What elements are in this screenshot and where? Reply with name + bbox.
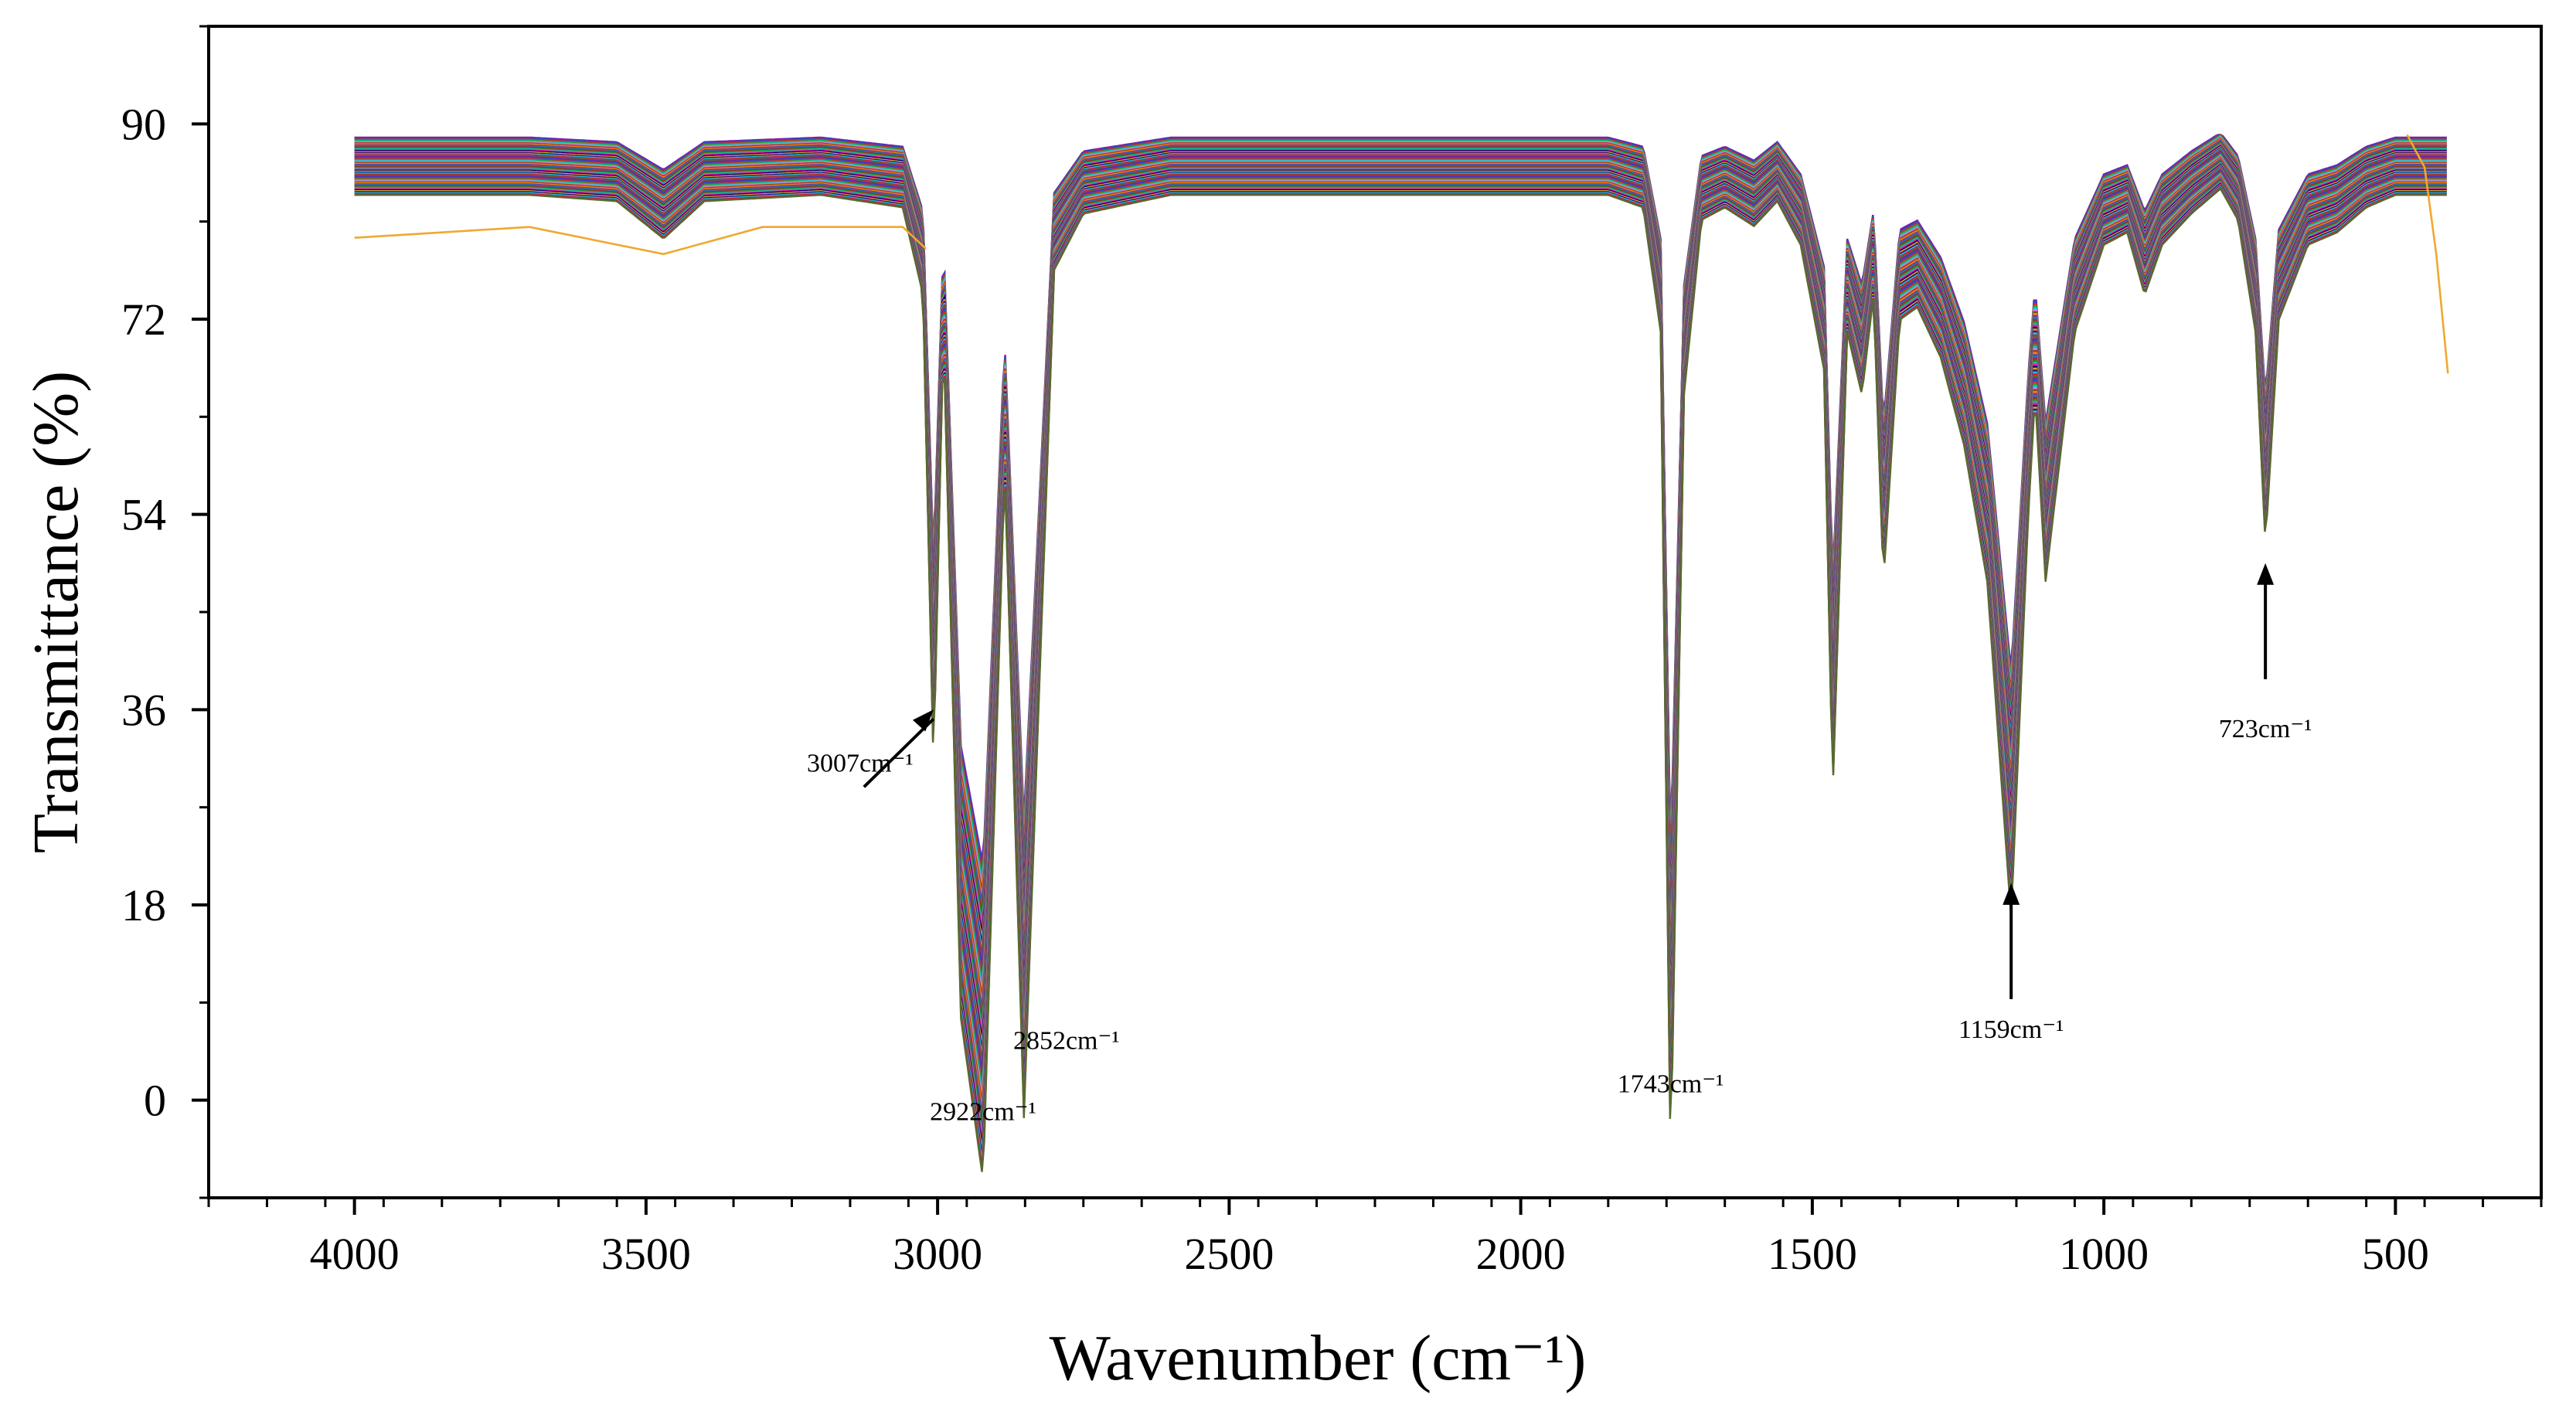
peak-annotation-label: 1743cm⁻¹ [1618, 1070, 1724, 1098]
x-tick-label: 500 [2362, 1229, 2429, 1279]
x-axis-title: Wavenumber (cm⁻¹) [1050, 1322, 1587, 1394]
spectra-group [354, 133, 2449, 1172]
y-axis-title: Transmittance (%) [20, 371, 92, 853]
annotation-arrow-head [912, 709, 934, 732]
annotation-arrow-head [2257, 563, 2275, 585]
x-tick-label: 2500 [1184, 1229, 1274, 1279]
x-axis-ticks: 4000 3500 3000 2500 2000 1500 1000 500 [207, 1198, 2543, 1279]
peak-annotation-label: 2852cm⁻¹ [1013, 1026, 1120, 1055]
outlier-spectrum-line [354, 226, 927, 256]
y-tick-label: 90 [121, 99, 166, 149]
peak-annotation-label: 723cm⁻¹ [2219, 715, 2312, 743]
y-tick-label: 0 [144, 1076, 166, 1126]
y-tick-label: 36 [121, 685, 166, 735]
x-tick-label: 1500 [1768, 1229, 1857, 1279]
outlier-spectrum-tail [2406, 134, 2449, 374]
y-tick-label: 54 [121, 490, 166, 540]
x-tick-label: 3000 [893, 1229, 982, 1279]
spectrum-line [354, 187, 2447, 1172]
annotation-arrows [863, 563, 2275, 999]
x-tick-label: 1000 [2059, 1229, 2149, 1279]
x-tick-label: 4000 [310, 1229, 400, 1279]
annotation-arrow-shaft [863, 717, 935, 788]
annotation-labels: 3007cm⁻¹ 2922cm⁻¹ 2852cm⁻¹ 1743cm⁻¹ 1159cm⁻¹… [807, 715, 2312, 1127]
peak-annotation-label: 2922cm⁻¹ [930, 1098, 1036, 1127]
peak-annotation-label: 1159cm⁻¹ [1958, 1015, 2064, 1044]
x-tick-label: 3500 [601, 1229, 691, 1279]
y-axis-ticks: 0 18 36 54 72 90 [121, 25, 209, 1199]
x-tick-label: 2000 [1476, 1229, 1566, 1279]
y-tick-label: 18 [121, 880, 166, 930]
annotation-arrow-head [2003, 883, 2020, 905]
peak-annotation-label: 3007cm⁻¹ [807, 749, 914, 777]
y-tick-label: 72 [121, 294, 166, 345]
